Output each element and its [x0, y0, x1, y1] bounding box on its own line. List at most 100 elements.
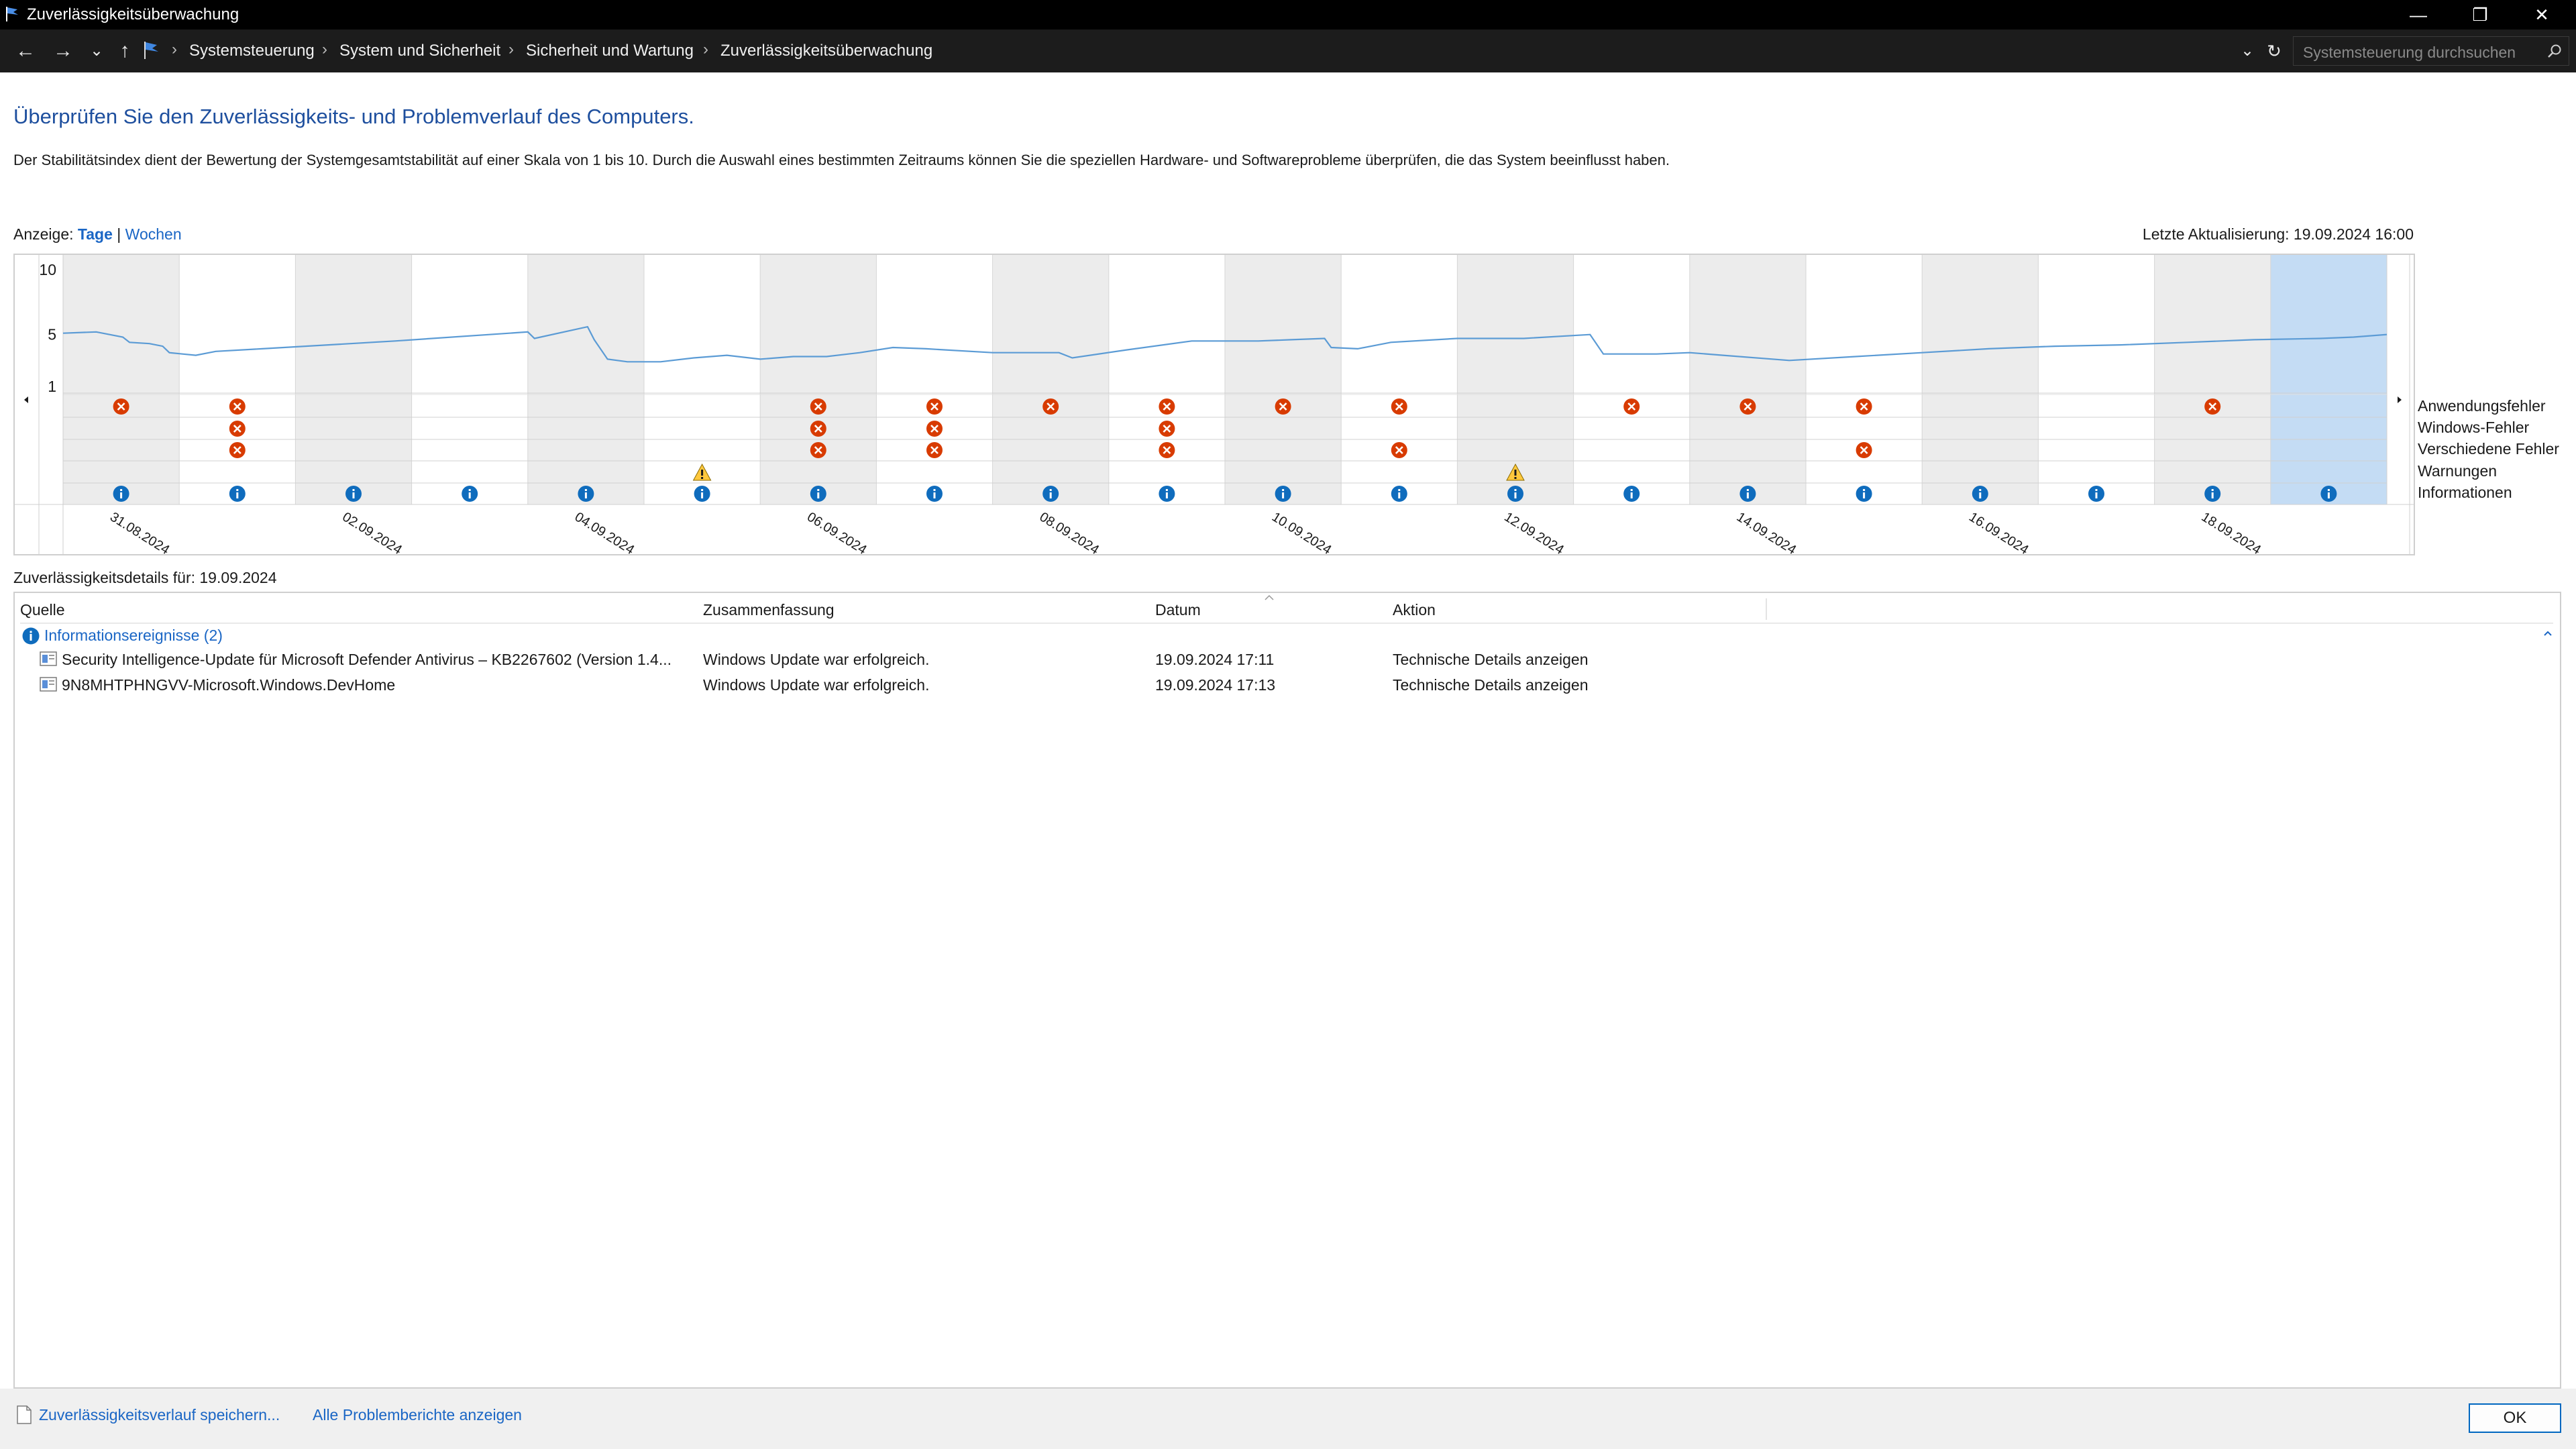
- info-icon-stem: [1746, 492, 1749, 498]
- minimize-button[interactable]: —: [2410, 5, 2427, 25]
- y-tick-label: 5: [48, 326, 56, 343]
- error-icon-cross: [1163, 446, 1171, 454]
- error-icon-cross: [1627, 402, 1636, 411]
- day-column[interactable]: [1689, 255, 1806, 504]
- day-column[interactable]: [179, 255, 296, 504]
- day-column[interactable]: [1806, 255, 1923, 504]
- day-column[interactable]: [644, 255, 761, 504]
- footer: Zuverlässigkeitsverlauf speichern... All…: [0, 1389, 2576, 1449]
- breadcrumb-systemsteuerung[interactable]: Systemsteuerung: [189, 42, 315, 60]
- error-icon-cross: [233, 425, 241, 433]
- error-icon-cross: [1395, 446, 1403, 454]
- view-days-link[interactable]: Tage: [77, 225, 113, 243]
- view-all-reports-link[interactable]: Alle Problemberichte anzeigen: [313, 1406, 522, 1424]
- column-header-summary[interactable]: Zusammenfassung: [703, 601, 835, 619]
- day-column[interactable]: [2270, 255, 2387, 504]
- day-column[interactable]: [992, 255, 1109, 504]
- day-column[interactable]: [2038, 255, 2155, 504]
- day-column[interactable]: [527, 255, 644, 504]
- info-icon-dot: [352, 489, 355, 491]
- day-column[interactable]: [1341, 255, 1458, 504]
- error-icon-cross: [1743, 402, 1752, 411]
- info-icon-dot: [120, 489, 123, 491]
- breadcrumb-system-und-sicherheit[interactable]: System und Sicherheit: [339, 42, 501, 60]
- info-icon-dot: [1049, 489, 1052, 491]
- column-divider[interactable]: [1766, 598, 1767, 620]
- day-column[interactable]: [2154, 255, 2271, 504]
- warning-icon-dot: [1514, 477, 1517, 479]
- address-dropdown-button[interactable]: ⌄: [2240, 42, 2255, 60]
- day-column[interactable]: [1573, 255, 1690, 504]
- last-update-text: Letzte Aktualisierung: 19.09.2024 16:00: [2142, 225, 2414, 243]
- info-icon-dot: [2095, 489, 2098, 491]
- warning-icon-mark: [1514, 470, 1517, 476]
- view-weeks-link[interactable]: Wochen: [125, 225, 182, 243]
- info-icon-dot: [1282, 489, 1285, 491]
- column-header-action[interactable]: Aktion: [1393, 601, 1436, 619]
- column-header-date[interactable]: Datum: [1155, 601, 1201, 619]
- scroll-right-arrow[interactable]: [2398, 396, 2402, 403]
- up-button[interactable]: ↑: [119, 40, 130, 62]
- info-icon-stem: [1282, 492, 1285, 498]
- error-icon-cross: [930, 402, 938, 411]
- day-column[interactable]: [876, 255, 993, 504]
- back-button[interactable]: ←: [15, 40, 36, 62]
- technical-details-link[interactable]: Technische Details anzeigen: [1393, 651, 1589, 668]
- info-icon-stem: [701, 492, 704, 498]
- date-label: 10.09.2024: [1269, 510, 1334, 554]
- info-icon: [22, 627, 40, 645]
- search-input[interactable]: Systemsteuerung durchsuchen: [2293, 36, 2569, 66]
- save-document-icon: [17, 1405, 32, 1424]
- details-table[interactable]: Quelle Zusammenfassung Datum Aktion Info…: [13, 592, 2561, 1389]
- day-column[interactable]: [1457, 255, 1574, 504]
- day-column[interactable]: [1108, 255, 1225, 504]
- control-panel-flag-icon: [144, 42, 158, 59]
- reliability-chart-svg[interactable]: 10 5 1 31.08.2024 02.09.2024 04.09.2024 06.09.…: [15, 255, 2414, 557]
- info-icon-stem: [1979, 492, 1982, 498]
- error-icon-cross: [233, 402, 241, 411]
- collapse-group-icon[interactable]: [2542, 629, 2553, 637]
- info-icon-stem: [120, 492, 123, 498]
- day-column[interactable]: [63, 255, 180, 504]
- info-icon-dot: [1398, 489, 1401, 491]
- recent-locations-button[interactable]: ⌄: [89, 42, 104, 60]
- forward-button[interactable]: →: [53, 40, 73, 62]
- reliability-chart[interactable]: 10 5 1 31.08.2024 02.09.2024 04.09.2024 06.09.…: [13, 254, 2415, 557]
- row-date: 19.09.2024 17:13: [1155, 676, 1276, 694]
- scroll-left-arrow[interactable]: [24, 396, 28, 403]
- details-title: Zuverlässigkeitsdetails für: 19.09.2024: [13, 569, 277, 586]
- table-row[interactable]: 9N8MHTPHNGVV-Microsoft.Windows.DevHome W…: [15, 671, 2557, 696]
- info-icon-stem: [817, 492, 820, 498]
- day-column[interactable]: [1922, 255, 2039, 504]
- search-placeholder: Systemsteuerung durchsuchen: [2303, 44, 2516, 61]
- ok-button[interactable]: OK: [2469, 1403, 2561, 1433]
- table-row[interactable]: Security Intelligence-Update für Microso…: [15, 645, 2557, 671]
- date-label: 08.09.2024: [1037, 510, 1102, 554]
- stability-index-line: [62, 325, 2387, 363]
- maximize-button[interactable]: ❐: [2472, 5, 2488, 25]
- error-icon-cross: [2208, 402, 2217, 411]
- day-column[interactable]: [1225, 255, 1342, 504]
- info-icon-stem: [2095, 492, 2098, 498]
- error-icon-cross: [1163, 402, 1171, 411]
- breadcrumb-zuverlaessigkeitsueberwachung[interactable]: Zuverlässigkeitsüberwachung: [720, 42, 933, 60]
- error-icon-cross: [1163, 425, 1171, 433]
- view-separator: |: [117, 225, 121, 243]
- error-icon-cross: [1279, 402, 1287, 411]
- technical-details-link[interactable]: Technische Details anzeigen: [1393, 676, 1589, 694]
- search-icon: [2548, 44, 2561, 58]
- day-column[interactable]: [295, 255, 412, 504]
- header-divider: [20, 623, 2553, 624]
- save-history-link[interactable]: Zuverlässigkeitsverlauf speichern...: [39, 1406, 280, 1424]
- breadcrumb-separator: ›: [322, 40, 327, 58]
- info-icon-dot: [1165, 489, 1168, 491]
- day-column[interactable]: [760, 255, 877, 504]
- y-tick-label: 1: [48, 378, 56, 395]
- refresh-button[interactable]: ↻: [2267, 41, 2282, 61]
- column-header-source[interactable]: Quelle: [20, 601, 65, 619]
- close-button[interactable]: ✕: [2534, 5, 2549, 25]
- breadcrumb-sicherheit-und-wartung[interactable]: Sicherheit und Wartung: [526, 42, 694, 60]
- day-column[interactable]: [411, 255, 528, 504]
- error-icon-cross: [1860, 446, 1868, 454]
- date-label: 04.09.2024: [572, 510, 637, 554]
